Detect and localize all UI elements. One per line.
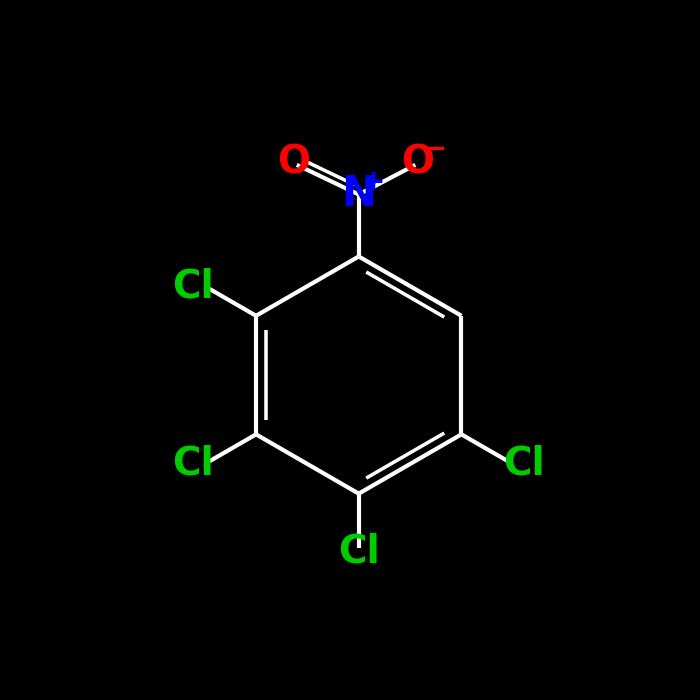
Text: O: O [278,144,311,181]
Text: N: N [342,174,376,216]
Text: −: − [424,134,447,162]
Text: Cl: Cl [503,444,545,482]
Text: +: + [362,168,386,196]
Text: Cl: Cl [338,533,379,571]
Text: Cl: Cl [172,267,214,306]
Text: Cl: Cl [172,444,214,482]
Text: O: O [402,144,435,181]
